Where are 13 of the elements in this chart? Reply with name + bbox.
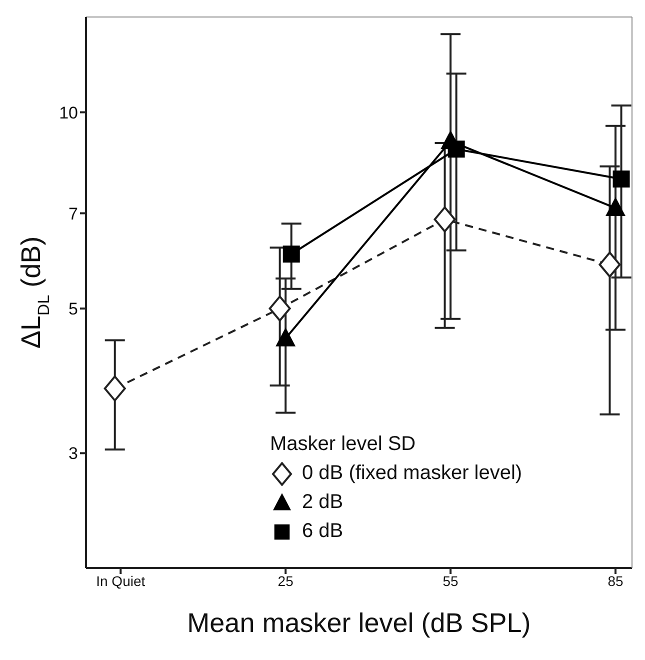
legend-label: 6 dB <box>302 520 344 542</box>
x-axis-title: Mean masker level (dB SPL) <box>187 608 531 638</box>
legend-label: 2 dB <box>302 491 344 513</box>
x-tick-label: In Quiet <box>96 572 146 589</box>
y-tick-label: 10 <box>59 103 78 122</box>
x-tick-label: 85 <box>608 572 624 589</box>
y-tick-label: 7 <box>68 204 78 224</box>
x-tick-label: 25 <box>278 572 294 589</box>
legend-label: 0 dB (fixed masker level) <box>302 462 522 484</box>
legend-title: Masker level SD <box>270 432 417 457</box>
x-tick-label: 55 <box>442 572 459 589</box>
y-tick-label: 3 <box>68 444 78 464</box>
y-tick-label: 5 <box>68 300 78 319</box>
